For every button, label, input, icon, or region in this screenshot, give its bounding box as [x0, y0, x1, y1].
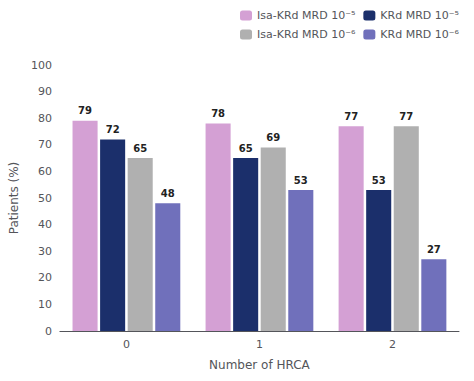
svg-text:53: 53	[294, 175, 308, 186]
svg-text:48: 48	[161, 188, 175, 199]
svg-text:20: 20	[38, 271, 52, 284]
svg-text:69: 69	[266, 132, 280, 143]
svg-text:70: 70	[38, 138, 52, 151]
svg-text:KRd MRD 10⁻⁶: KRd MRD 10⁻⁶	[380, 28, 459, 41]
svg-text:1: 1	[256, 338, 263, 351]
svg-text:77: 77	[399, 111, 413, 122]
svg-text:2: 2	[389, 338, 396, 351]
svg-text:27: 27	[427, 244, 441, 255]
svg-text:80: 80	[38, 112, 52, 125]
svg-text:Isa-KRd MRD 10⁻⁵: Isa-KRd MRD 10⁻⁵	[257, 9, 355, 22]
svg-text:65: 65	[239, 143, 253, 154]
svg-text:65: 65	[133, 143, 147, 154]
svg-text:100: 100	[31, 59, 52, 72]
svg-text:0: 0	[45, 325, 52, 338]
svg-text:77: 77	[344, 111, 358, 122]
svg-text:90: 90	[38, 85, 52, 98]
svg-text:53: 53	[372, 175, 386, 186]
svg-text:0: 0	[123, 338, 130, 351]
svg-text:40: 40	[38, 218, 52, 231]
svg-text:78: 78	[211, 108, 225, 119]
svg-text:Isa-KRd MRD 10⁻⁶: Isa-KRd MRD 10⁻⁶	[257, 28, 356, 41]
svg-text:60: 60	[38, 165, 52, 178]
svg-text:Number of HRCA: Number of HRCA	[209, 358, 311, 372]
svg-text:79: 79	[78, 105, 92, 116]
svg-text:72: 72	[106, 124, 120, 135]
svg-text:KRd MRD 10⁻⁵: KRd MRD 10⁻⁵	[380, 9, 459, 22]
svg-text:50: 50	[38, 192, 52, 205]
svg-text:10: 10	[38, 298, 52, 311]
svg-text:30: 30	[38, 245, 52, 258]
svg-text:Patients (%): Patients (%)	[7, 162, 21, 235]
